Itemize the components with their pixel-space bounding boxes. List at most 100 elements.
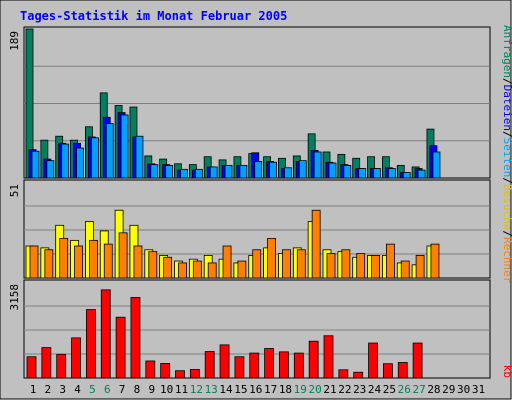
bar-Rechner-day-8 [133, 245, 143, 279]
legend-label-kb: kb [501, 365, 512, 378]
bar-Rechner-day-20 [311, 209, 321, 279]
day-label: 13 [205, 383, 218, 396]
bar-Rechner-day-17 [267, 238, 277, 279]
day-label: 6 [104, 383, 111, 396]
bar-Rechner-day-9 [148, 251, 158, 279]
day-label: 16 [249, 383, 262, 396]
day-label: 18 [279, 383, 292, 396]
bar-Seiten-day-6 [105, 123, 114, 179]
bar-kb-day-6 [100, 289, 111, 379]
day-label: 5 [89, 383, 96, 396]
bar-Rechner-day-27 [415, 255, 425, 279]
y-axis-max-label: 3158 [8, 284, 21, 311]
bar-Rechner-day-7 [118, 232, 128, 279]
bar-kb-day-7 [115, 316, 126, 379]
bar-kb-day-17 [264, 348, 275, 379]
bar-kb-day-2 [41, 347, 52, 379]
day-label: 30 [457, 383, 470, 396]
day-label: 7 [119, 383, 126, 396]
bar-Seiten-day-20 [313, 151, 322, 179]
bar-Seiten-day-27 [417, 169, 426, 179]
bar-Rechner-day-21 [326, 253, 336, 279]
bar-Seiten-day-12 [194, 168, 203, 179]
bar-Seiten-day-25 [387, 168, 396, 179]
bar-kb-day-21 [323, 335, 334, 379]
bar-Seiten-day-18 [284, 167, 292, 179]
series-kb [26, 289, 423, 379]
bar-kb-day-8 [130, 297, 141, 379]
bar-Seiten-day-3 [61, 143, 70, 179]
bar-kb-day-18 [279, 351, 289, 379]
bar-Seiten-day-26 [402, 172, 411, 179]
bar-Rechner-day-13 [207, 262, 217, 279]
series-Rechner [29, 209, 440, 279]
legend-label-1: / [501, 78, 512, 85]
day-label: 3 [59, 383, 66, 396]
bar-Seiten-day-16 [254, 161, 263, 179]
bar-Rechner-day-15 [237, 260, 247, 279]
day-label: 23 [353, 383, 366, 396]
bar-kb-day-11 [175, 370, 185, 379]
bar-kb-day-9 [145, 360, 156, 379]
day-label: 19 [294, 383, 307, 396]
bar-Seiten-day-19 [298, 160, 307, 179]
bar-Seiten-day-5 [91, 137, 99, 179]
chart-title: Tages-Statistik im Monat Februar 2005 [20, 9, 287, 23]
bar-kb-day-5 [86, 309, 96, 379]
day-label: 24 [368, 383, 382, 396]
y-axis-max-label: 189 [8, 31, 21, 51]
bar-Seiten-day-14 [224, 164, 233, 179]
bar-Rechner-day-5 [89, 239, 98, 279]
bar-Seiten-day-21 [328, 162, 337, 179]
bar-Seiten-day-7 [120, 114, 129, 179]
day-label: 8 [134, 383, 141, 396]
panel-visits-machines: 51 [8, 179, 491, 279]
right-legend-main: Anfragen/Dateien/Seiten/Besuche/Rechner [501, 25, 512, 284]
day-label: 14 [219, 383, 233, 396]
bar-kb-day-25 [382, 363, 393, 379]
bar-Seiten-day-10 [165, 164, 174, 179]
bar-Seiten-day-9 [150, 164, 159, 179]
legend-label-5: / [501, 177, 512, 184]
bar-kb-day-19 [293, 352, 304, 379]
bar-kb-day-16 [249, 352, 260, 379]
panel-kb: 3158 [8, 279, 491, 379]
bar-Rechner-day-11 [178, 262, 187, 279]
legend-label-8: Rechner [501, 237, 512, 284]
bar-kb-day-20 [308, 340, 319, 379]
legend-label-4: Seiten [501, 138, 512, 178]
x-axis-day-labels: 1 2 3 4 5 6 7 8 9 10 11 12 13 14 15 16 17 18 19 20 21 22 23 24 2… [30, 383, 485, 396]
day-label: 22 [338, 383, 351, 396]
bar-kb-day-15 [234, 356, 245, 379]
bar-Seiten-day-13 [209, 166, 218, 179]
bar-Rechner-day-25 [385, 243, 395, 279]
day-label: 4 [74, 383, 81, 396]
chart-panels: 189 51 3158 [8, 26, 491, 379]
day-label: 12 [190, 383, 203, 396]
bar-Rechner-day-19 [296, 249, 306, 279]
bar-Rechner-day-18 [282, 249, 291, 279]
bar-kb-day-27 [412, 342, 423, 379]
day-label: 20 [309, 383, 322, 396]
day-label: 28 [427, 383, 440, 396]
bar-kb-day-4 [71, 337, 81, 379]
bar-kb-day-14 [219, 344, 230, 379]
day-label: 21 [323, 383, 336, 396]
day-label: 17 [264, 383, 277, 396]
bar-Rechner-day-2 [44, 249, 54, 279]
legend-label-7: / [501, 230, 512, 237]
bar-Rechner-day-6 [103, 243, 113, 279]
legend-label-0: Anfragen [501, 25, 512, 78]
bar-Seiten-day-28 [432, 151, 441, 179]
day-label: 29 [442, 383, 455, 396]
legend-label-3: / [501, 131, 512, 138]
bar-Rechner-day-1 [29, 245, 39, 279]
day-label: 10 [160, 383, 173, 396]
bar-Seiten-day-2 [46, 160, 55, 179]
day-label: 25 [383, 383, 396, 396]
bar-Rechner-day-3 [59, 238, 69, 279]
legend-label-2: Dateien [501, 85, 512, 131]
bar-Seiten-day-11 [180, 168, 188, 179]
bar-Rechner-day-4 [74, 245, 83, 279]
